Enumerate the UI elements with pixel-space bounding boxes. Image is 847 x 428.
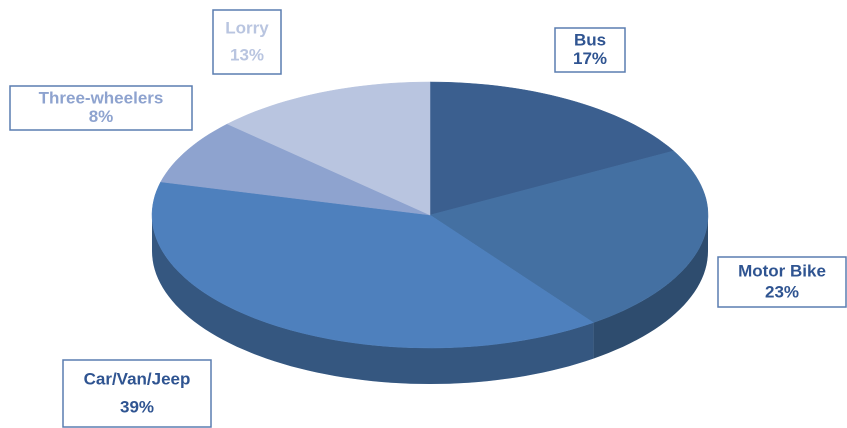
slice [160,123,431,216]
slice [429,150,709,323]
value-label: 13% [230,46,264,65]
value-label: 8% [89,107,114,126]
slice [151,181,594,349]
category-label: Bus [574,31,606,50]
value-label: 17% [573,49,607,68]
category-label: Lorry [225,19,269,38]
label-box [717,256,847,308]
slice-side-shade [593,215,708,359]
value-label: 39% [120,398,154,417]
category-label: Car/Van/Jeep [84,370,191,389]
label-box [554,27,626,73]
slice-side-shade [152,215,594,384]
category-label: Three-wheelers [39,89,164,108]
slice-side [152,215,594,384]
slice-side [593,215,708,359]
label-box [212,9,282,75]
slice [429,81,675,216]
slice [226,81,431,216]
label-box [9,85,193,131]
value-label: 23% [765,282,799,301]
category-label: Motor Bike [738,261,826,280]
label-box [62,359,212,428]
